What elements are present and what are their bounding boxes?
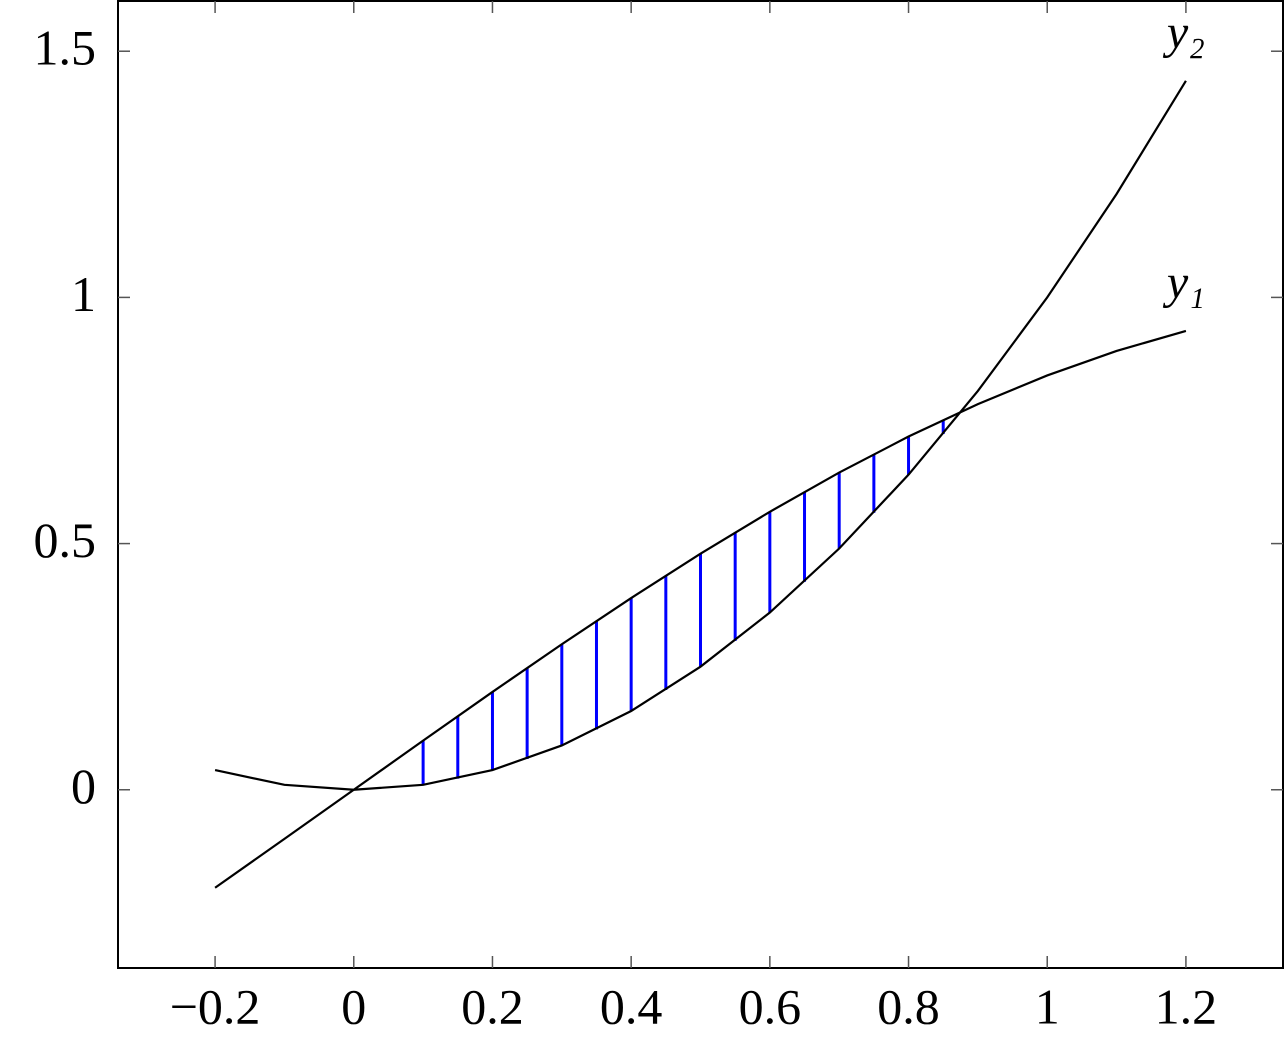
x-tick-label: 0.6 xyxy=(739,978,802,1034)
plot-frame xyxy=(117,0,1284,969)
x-tick-label: 1.2 xyxy=(1155,978,1218,1034)
series-line xyxy=(214,80,1187,791)
series-label: y₂ xyxy=(1162,6,1205,59)
y-tick-label: 0.5 xyxy=(34,512,97,568)
x-tick-label: 0 xyxy=(341,978,366,1034)
y-tick-label: 0 xyxy=(71,758,96,814)
x-tick-label: 0.8 xyxy=(877,978,940,1034)
x-tick-label: −0.2 xyxy=(170,978,261,1034)
x-tick-label: 0.4 xyxy=(600,978,663,1034)
series-line xyxy=(214,329,1187,889)
y-tick-label: 1 xyxy=(71,266,96,322)
series-label: y₁ xyxy=(1162,256,1205,309)
x-tick-label: 1 xyxy=(1035,978,1060,1034)
y-tick-label: 1.5 xyxy=(34,20,97,76)
x-tick-label: 0.2 xyxy=(461,978,524,1034)
